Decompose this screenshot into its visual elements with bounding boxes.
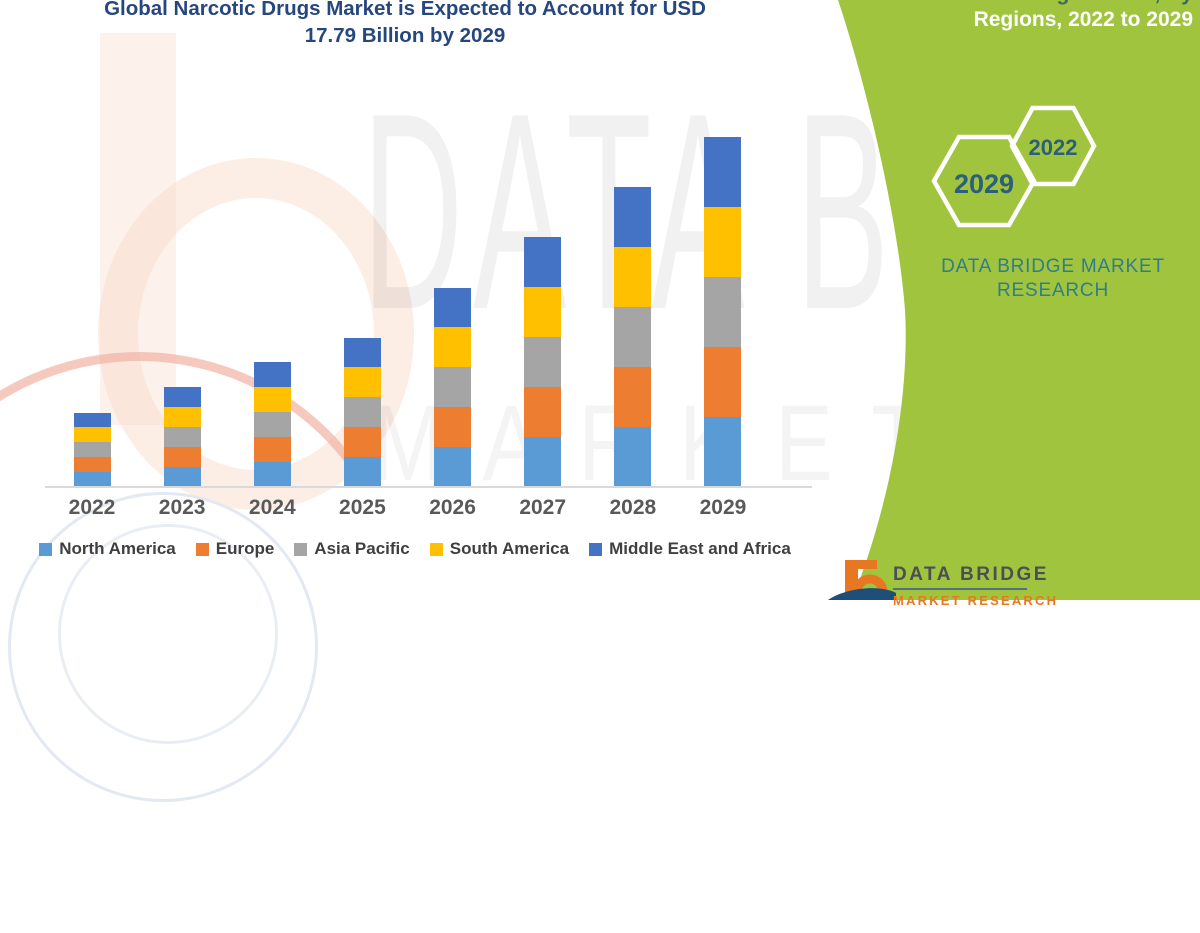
- x-axis-line: [45, 486, 812, 488]
- bar-segment-2025-europe: [343, 427, 381, 458]
- bar-segment-2026-south-america: [434, 327, 472, 368]
- legend-label: North America: [59, 539, 176, 558]
- bar-segment-2028-south-america: [614, 247, 652, 307]
- bar-segment-2026-asia-pacific: [434, 367, 472, 408]
- bar-segment-2025-asia-pacific: [343, 397, 381, 428]
- legend-label: Middle East and Africa: [609, 539, 791, 558]
- legend-swatch-icon: [39, 542, 53, 556]
- legend-label: Asia Pacific: [314, 539, 410, 558]
- bar-segment-2028-asia-pacific: [614, 307, 652, 367]
- stacked-bar-2027: [524, 237, 562, 487]
- legend-label: Europe: [215, 539, 275, 558]
- bar-segment-2026-north-america: [434, 447, 472, 487]
- hexagon-2022-label: 2022: [1028, 135, 1078, 160]
- databridge-logo-icon: [828, 560, 896, 600]
- bar-segment-2026-europe: [434, 407, 472, 448]
- bar-segment-2027-middle-east-and-africa: [524, 237, 562, 287]
- x-axis-label-2028: 2028: [609, 496, 657, 519]
- legend-item-middle-east-and-africa: Middle East and Africa: [589, 539, 791, 559]
- legend-swatch-icon: [294, 542, 308, 556]
- bar-segment-2023-north-america: [163, 466, 201, 487]
- stacked-bar-2022: [73, 412, 111, 487]
- footer-logo-rule: [893, 588, 1027, 590]
- bar-segment-2022-north-america: [73, 472, 111, 487]
- bar-segment-2022-middle-east-and-africa: [73, 412, 111, 428]
- stacked-bar-2028: [614, 187, 652, 487]
- x-axis-label-2027: 2027: [519, 496, 567, 519]
- stacked-bar-2025: [343, 337, 381, 487]
- bar-segment-2028-europe: [614, 367, 652, 427]
- bar-segment-2022-asia-pacific: [73, 442, 111, 458]
- right-panel-heading-line1: Global Narcotic Drugs Market, By: [835, 0, 1193, 7]
- bar-segment-2029-europe: [704, 347, 742, 417]
- legend-item-europe: Europe: [195, 539, 275, 559]
- brand-caption: DATA BRIDGE MARKET RESEARCH: [888, 255, 1200, 303]
- bar-segment-2024-north-america: [253, 462, 291, 487]
- chart-legend: North America Europe Asia Pacific South Ame…: [20, 539, 810, 559]
- bar-segment-2023-europe: [163, 446, 201, 467]
- bar-segment-2027-europe: [524, 387, 562, 437]
- bar-segment-2027-asia-pacific: [524, 337, 562, 387]
- bar-segment-2025-north-america: [343, 457, 381, 487]
- bar-segment-2026-middle-east-and-africa: [434, 287, 472, 328]
- x-axis-label-2023: 2023: [158, 496, 206, 519]
- bar-segment-2024-middle-east-and-africa: [253, 362, 291, 387]
- bar-segment-2025-middle-east-and-africa: [343, 337, 381, 368]
- bar-segment-2027-south-america: [524, 287, 562, 337]
- bar-segment-2024-south-america: [253, 387, 291, 412]
- legend-swatch-icon: [429, 542, 443, 556]
- chart-title-line2: 17.79 Billion by 2029: [304, 24, 506, 47]
- footer-logo-subtext: MARKET RESEARCH: [893, 593, 1059, 608]
- brand-caption-line1: DATA BRIDGE MARKET: [941, 256, 1165, 277]
- bar-segment-2025-south-america: [343, 367, 381, 398]
- legend-item-asia-pacific: Asia Pacific: [294, 539, 410, 559]
- stacked-bar-2024: [253, 362, 291, 487]
- chart-title-line1: Global Narcotic Drugs Market is Expected…: [104, 0, 706, 20]
- footer-logo-name: DATA BRIDGE: [893, 564, 1049, 585]
- x-axis-label-2024: 2024: [248, 496, 296, 519]
- hexagon-2029-label: 2029: [953, 169, 1015, 199]
- x-axis-label-2026: 2026: [429, 496, 476, 519]
- bar-segment-2023-south-america: [163, 406, 201, 427]
- legend-swatch-icon: [589, 542, 603, 556]
- chart-title: Global Narcotic Drugs Market is Expected…: [55, 0, 755, 49]
- right-panel-heading: Global Narcotic Drugs Market, By Regions…: [835, 0, 1197, 33]
- bar-segment-2029-north-america: [704, 417, 742, 487]
- bar-segment-2023-asia-pacific: [163, 426, 201, 447]
- legend-swatch-icon: [195, 542, 209, 556]
- bar-segment-2028-middle-east-and-africa: [614, 187, 652, 247]
- bar-segment-2024-asia-pacific: [253, 412, 291, 437]
- bar-segment-2028-north-america: [614, 427, 652, 487]
- brand-caption-line2: RESEARCH: [997, 280, 1109, 301]
- bar-segment-2024-europe: [253, 437, 291, 462]
- stacked-bar-2029: [704, 137, 742, 487]
- hexagon-2022-icon: [1009, 105, 1097, 187]
- stacked-bar-2026: [434, 287, 472, 487]
- right-panel-background: [838, 0, 1200, 600]
- bar-segment-2022-europe: [73, 457, 111, 473]
- bar-segment-2027-north-america: [524, 437, 562, 487]
- legend-item-north-america: North America: [39, 539, 176, 559]
- legend-label: South America: [449, 539, 570, 558]
- bar-segment-2029-middle-east-and-africa: [704, 137, 742, 207]
- right-panel-heading-line2: Regions, 2022 to 2029: [973, 8, 1193, 31]
- green-panel-shape: [838, 0, 1200, 600]
- stacked-bar-plot: 2022 2023 2024 2025 2026 2027 2028 2029: [0, 0, 820, 600]
- bar-segment-2023-middle-east-and-africa: [163, 386, 201, 407]
- x-axis-label-2025: 2025: [339, 496, 386, 519]
- legend-item-south-america: South America: [429, 539, 570, 559]
- stacked-bar-2023: [163, 386, 201, 487]
- bar-segment-2029-south-america: [704, 207, 742, 277]
- x-axis-label-2029: 2029: [699, 496, 747, 519]
- x-axis-label-2022: 2022: [68, 496, 116, 519]
- bar-segment-2022-south-america: [73, 427, 111, 443]
- bar-segment-2029-asia-pacific: [704, 277, 742, 347]
- hexagon-2029-icon: [931, 134, 1037, 228]
